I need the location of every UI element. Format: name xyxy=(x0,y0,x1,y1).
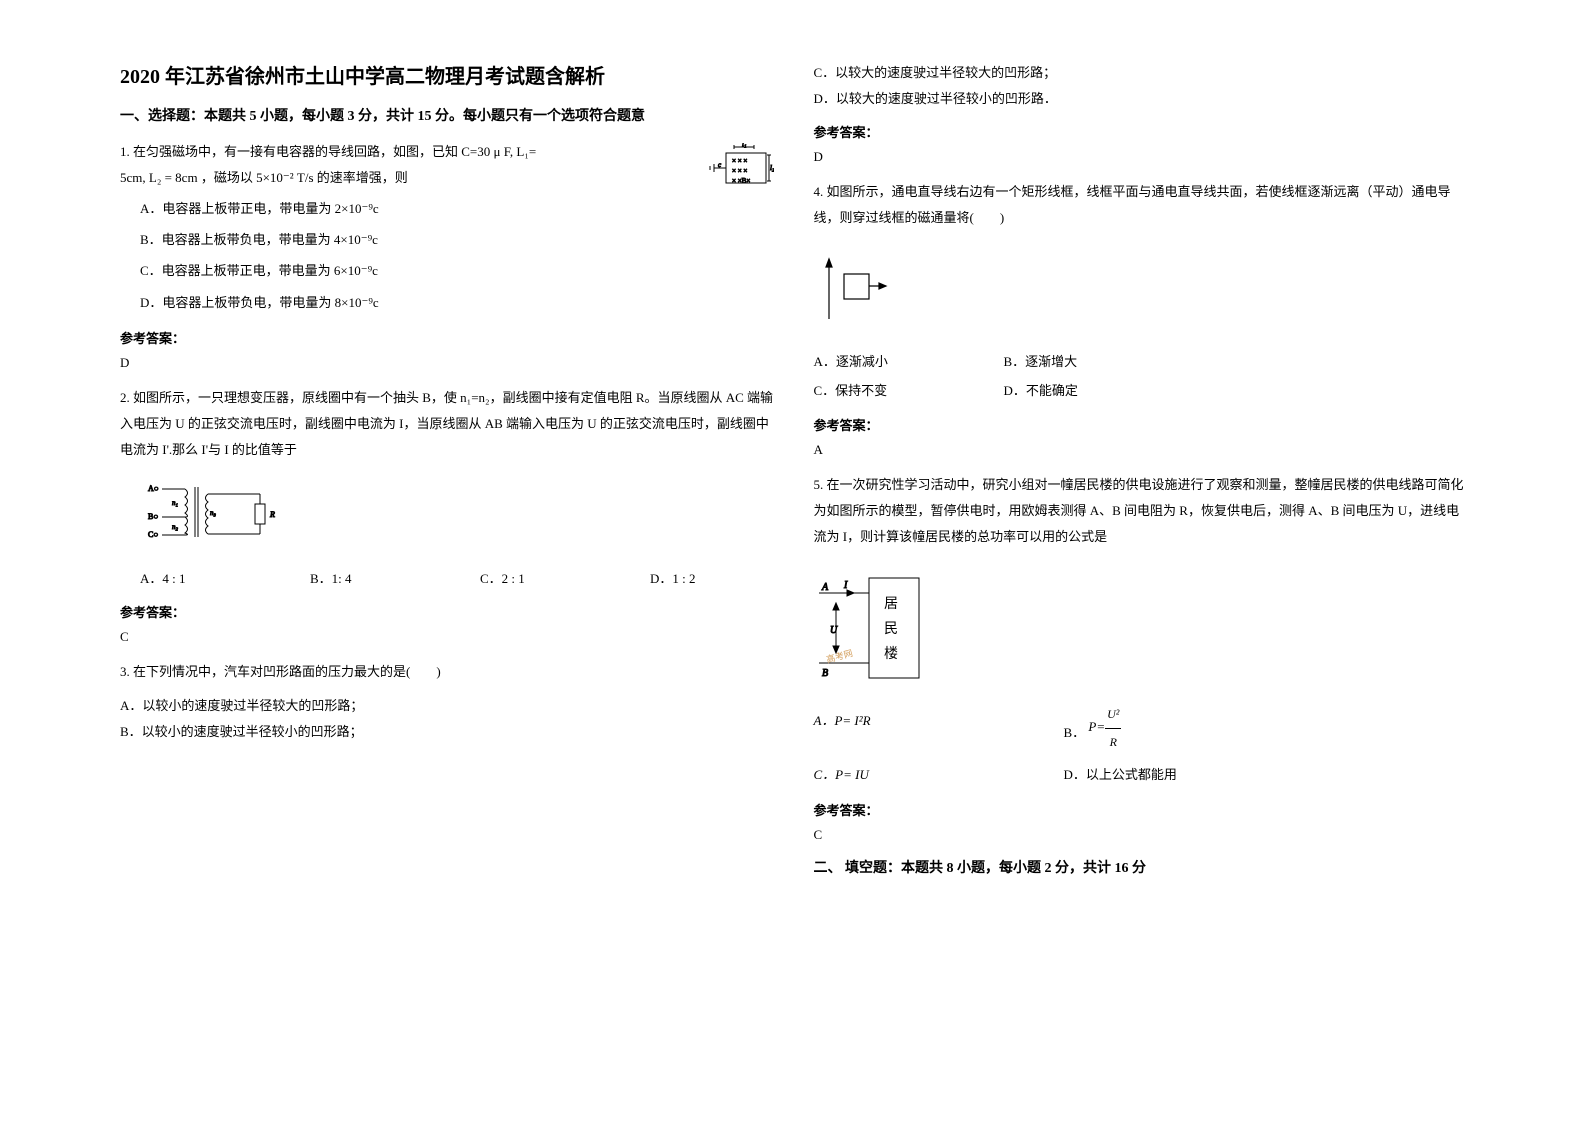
q1-line1: 1. 在匀强磁场中，有一接有电容器的导线回路，如图，已知 C=30 μ F, L… xyxy=(120,139,694,165)
question-4: 4. 如图所示，通电直导线右边有一个矩形线框，线框平面与通电直导线共面，若使线框… xyxy=(814,179,1468,405)
q3-option-d: D．以较大的速度驶过半径较小的凹形路． xyxy=(814,86,1468,112)
q5-option-c: C．P= IU xyxy=(814,761,1064,790)
q3-text: 3. 在下列情况中，汽车对凹形路面的压力最大的是( ) xyxy=(120,659,774,685)
svg-text:楼: 楼 xyxy=(884,646,898,662)
answer-label-5: 参考答案： xyxy=(814,800,1468,819)
q5-text: 5. 在一次研究性学习活动中，研究小组对一幢居民楼的供电设施进行了观察和测量，整… xyxy=(814,472,1468,550)
svg-text:l₁: l₁ xyxy=(742,143,746,148)
svg-text:R: R xyxy=(269,510,275,519)
q5-option-a: A．P= I²R xyxy=(814,707,1064,761)
svg-text:C○: C○ xyxy=(148,530,158,539)
q2-option-c: C．2 : 1 xyxy=(480,566,590,592)
q2-text: 2. 如图所示，一只理想变压器，原线圈中有一个抽头 B，使 n₁=n₂，副线圈中… xyxy=(120,385,774,463)
q3-option-c: C．以较大的速度驶过半径较大的凹形路； xyxy=(814,60,1468,86)
answer-label-4: 参考答案： xyxy=(814,415,1468,434)
svg-text:n₁: n₁ xyxy=(172,499,178,507)
section1-header: 一、选择题：本题共 5 小题，每小题 3 分，共计 15 分。每小题只有一个选项… xyxy=(120,105,774,125)
svg-text:I: I xyxy=(843,580,848,591)
svg-text:居: 居 xyxy=(884,597,898,612)
q1-option-a: A．电容器上板带正电，带电量为 2×10⁻⁹c xyxy=(140,193,774,224)
question-5: 5. 在一次研究性学习活动中，研究小组对一幢居民楼的供电设施进行了观察和测量，整… xyxy=(814,472,1468,789)
svg-text:× × ×: × × × xyxy=(732,157,747,165)
svg-text:l₂: l₂ xyxy=(770,164,774,172)
svg-text:A: A xyxy=(821,582,829,593)
q3-option-b: B．以较小的速度驶过半径较小的凹形路； xyxy=(120,719,774,745)
answer-label-3: 参考答案： xyxy=(814,122,1468,141)
answer-3: D xyxy=(814,149,1468,165)
answer-1: D xyxy=(120,355,774,371)
question-2: 2. 如图所示，一只理想变压器，原线圈中有一个抽头 B，使 n₁=n₂，副线圈中… xyxy=(120,385,774,592)
q1-option-b: B．电容器上板带负电，带电量为 4×10⁻⁹c xyxy=(140,224,774,255)
q5-building-diagram: A B I U 居 民 楼 高考网 xyxy=(814,568,934,688)
svg-text:民: 民 xyxy=(884,622,898,637)
svg-text:n₂: n₂ xyxy=(172,523,179,531)
q4-option-c: C．保持不变 xyxy=(814,377,1004,406)
q2-option-d: D．1 : 2 xyxy=(650,566,760,592)
q4-option-b: B．逐渐增大 xyxy=(1004,348,1194,377)
q3-option-a: A．以较小的速度驶过半径较大的凹形路； xyxy=(120,693,774,719)
answer-label-1: 参考答案： xyxy=(120,328,774,347)
answer-label-2: 参考答案： xyxy=(120,602,774,621)
q1-option-d: D．电容器上板带负电，带电量为 8×10⁻⁹c xyxy=(140,287,774,318)
q1-line2: 5cm, L₂ = 8cm ，磁场以 5×10⁻² T/s 的速率增强，则 xyxy=(120,165,694,191)
svg-text:n₃: n₃ xyxy=(210,509,217,517)
svg-text:B: B xyxy=(822,668,828,679)
q5-option-b: B． P=U²R xyxy=(1064,707,1314,761)
q4-option-d: D．不能确定 xyxy=(1004,377,1194,406)
question-3: 3. 在下列情况中，汽车对凹形路面的压力最大的是( ) A．以较小的速度驶过半径… xyxy=(120,659,774,745)
svg-text:× ×B×: × ×B× xyxy=(732,177,750,185)
svg-text:B○: B○ xyxy=(148,512,158,521)
answer-5: C xyxy=(814,827,1468,843)
svg-text:A○: A○ xyxy=(148,484,159,493)
section2-header: 二、 填空题：本题共 8 小题，每小题 2 分，共计 16 分 xyxy=(814,857,1468,877)
left-column: 2020 年江苏省徐州市土山中学高二物理月考试题含解析 一、选择题：本题共 5 … xyxy=(100,60,794,1082)
svg-text:高考网: 高考网 xyxy=(824,647,853,665)
svg-text:× × ×: × × × xyxy=(732,167,747,175)
q1-option-c: C．电容器上板带正电，带电量为 6×10⁻⁹c xyxy=(140,255,774,286)
q5-option-d: D．以上公式都能用 xyxy=(1064,761,1314,790)
q2-option-a: A．4 : 1 xyxy=(140,566,250,592)
q4-text: 4. 如图所示，通电直导线右边有一个矩形线框，线框平面与通电直导线共面，若使线框… xyxy=(814,179,1468,231)
page-title: 2020 年江苏省徐州市土山中学高二物理月考试题含解析 xyxy=(120,60,774,89)
q4-option-a: A．逐渐减小 xyxy=(814,348,1004,377)
question-1: 1. 在匀强磁场中，有一接有电容器的导线回路，如图，已知 C=30 μ F, L… xyxy=(120,139,774,318)
q1-circuit-diagram: l₁ × × × × × × × ×B× c l₂ xyxy=(704,143,774,193)
svg-text:U: U xyxy=(830,625,838,636)
answer-2: C xyxy=(120,629,774,645)
q2-transformer-diagram: A○ B○ C○ n₁ n₂ n₃ R xyxy=(140,479,300,549)
right-column: C．以较大的速度驶过半径较大的凹形路； D．以较大的速度驶过半径较小的凹形路． … xyxy=(794,60,1488,1082)
q2-option-b: B．1: 4 xyxy=(310,566,420,592)
question-3-continued: C．以较大的速度驶过半径较大的凹形路； D．以较大的速度驶过半径较小的凹形路． xyxy=(814,60,1468,112)
answer-4: A xyxy=(814,442,1468,458)
q4-wire-diagram xyxy=(814,249,904,329)
